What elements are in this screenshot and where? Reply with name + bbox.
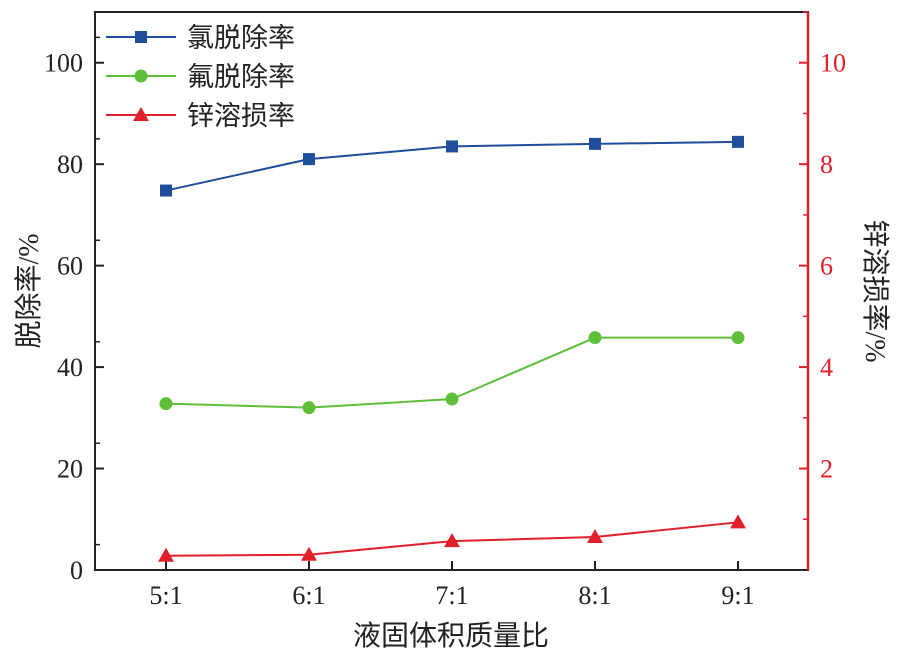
data-point bbox=[446, 140, 458, 153]
legend-label: 氯脱除率 bbox=[187, 23, 295, 54]
right-tick-label: 8 bbox=[820, 150, 833, 179]
left-tick-label: 80 bbox=[57, 150, 83, 179]
data-point bbox=[588, 331, 602, 345]
data-point bbox=[445, 392, 459, 406]
legend-item: 锌溶损率 bbox=[106, 101, 295, 132]
series-layer bbox=[158, 135, 746, 562]
data-point bbox=[302, 401, 316, 415]
data-point bbox=[159, 397, 173, 411]
x-tick-label: 8:1 bbox=[578, 581, 611, 610]
left-tick-label: 0 bbox=[70, 556, 83, 585]
data-point bbox=[589, 137, 601, 150]
right-axis-title: 锌溶损率/% bbox=[859, 219, 891, 362]
series-0 bbox=[160, 135, 744, 197]
data-point bbox=[303, 153, 315, 166]
right-tick-label: 10 bbox=[820, 49, 846, 78]
x-axis-ticks: 5:1 6:1 7:1 8:1 9:1 bbox=[149, 561, 755, 610]
data-point bbox=[731, 331, 745, 345]
right-tick-label: 4 bbox=[820, 353, 833, 382]
legend-marker bbox=[133, 107, 149, 121]
right-tick-label: 2 bbox=[820, 455, 833, 484]
right-axis-ticks: 2 4 6 8 10 bbox=[799, 11, 846, 521]
legend-label: 氟脱除率 bbox=[187, 62, 295, 93]
data-point bbox=[587, 529, 603, 544]
left-axis-ticks: 0 20 40 60 80 100 bbox=[44, 36, 104, 585]
right-tick-label: 6 bbox=[820, 252, 833, 281]
data-point bbox=[444, 533, 460, 548]
left-tick-label: 100 bbox=[44, 49, 83, 78]
data-point bbox=[160, 184, 172, 197]
data-point bbox=[301, 546, 317, 561]
left-tick-label: 40 bbox=[57, 353, 83, 382]
legend-item: 氯脱除率 bbox=[106, 23, 295, 54]
left-tick-label: 60 bbox=[57, 252, 83, 281]
x-tick-label: 7:1 bbox=[435, 581, 468, 610]
legend-item: 氟脱除率 bbox=[106, 62, 295, 93]
data-point bbox=[730, 514, 746, 529]
left-tick-label: 20 bbox=[57, 455, 83, 484]
x-tick-label: 6:1 bbox=[292, 581, 325, 610]
legend-label: 锌溶损率 bbox=[187, 101, 295, 132]
data-point bbox=[158, 547, 174, 562]
plot-frame bbox=[94, 11, 809, 571]
legend-marker bbox=[134, 69, 148, 83]
series-2 bbox=[158, 514, 746, 562]
series-1 bbox=[159, 331, 745, 415]
legend-marker bbox=[135, 31, 147, 43]
left-axis-title: 脱除率/% bbox=[13, 233, 45, 348]
data-point bbox=[732, 135, 744, 148]
x-tick-label: 5:1 bbox=[149, 581, 182, 610]
x-axis-title: 液固体积质量比 bbox=[353, 620, 549, 652]
x-tick-label: 9:1 bbox=[721, 581, 754, 610]
